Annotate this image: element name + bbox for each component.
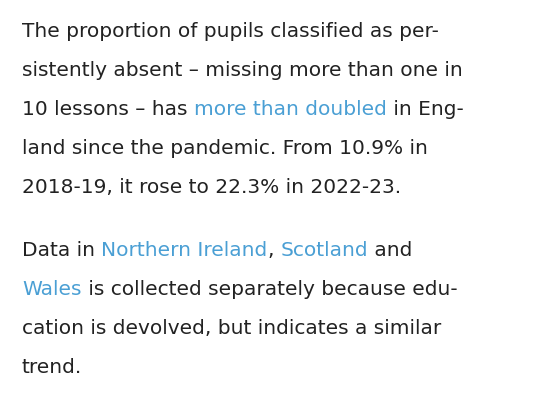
Text: 2018-19, it rose to 22.3% in 2022-23.: 2018-19, it rose to 22.3% in 2022-23.	[22, 177, 401, 196]
Text: ,: ,	[267, 241, 280, 260]
Text: land since the pandemic. From 10.9% in: land since the pandemic. From 10.9% in	[22, 138, 428, 157]
Text: cation is devolved, but indicates a similar: cation is devolved, but indicates a simi…	[22, 318, 441, 337]
Text: is collected separately because edu-: is collected separately because edu-	[82, 280, 457, 299]
Text: more than doubled: more than doubled	[194, 100, 387, 119]
Text: trend.: trend.	[22, 357, 82, 376]
Text: Northern Ireland: Northern Ireland	[101, 241, 267, 260]
Text: 10 lessons – has: 10 lessons – has	[22, 100, 194, 119]
Text: Wales: Wales	[22, 280, 82, 299]
Text: in Eng-: in Eng-	[387, 100, 464, 119]
Text: Data in: Data in	[22, 241, 101, 260]
Text: and: and	[368, 241, 413, 260]
Text: sistently absent – missing more than one in: sistently absent – missing more than one…	[22, 61, 463, 80]
Text: The proportion of pupils classified as per-: The proportion of pupils classified as p…	[22, 22, 439, 41]
Text: Scotland: Scotland	[280, 241, 368, 260]
